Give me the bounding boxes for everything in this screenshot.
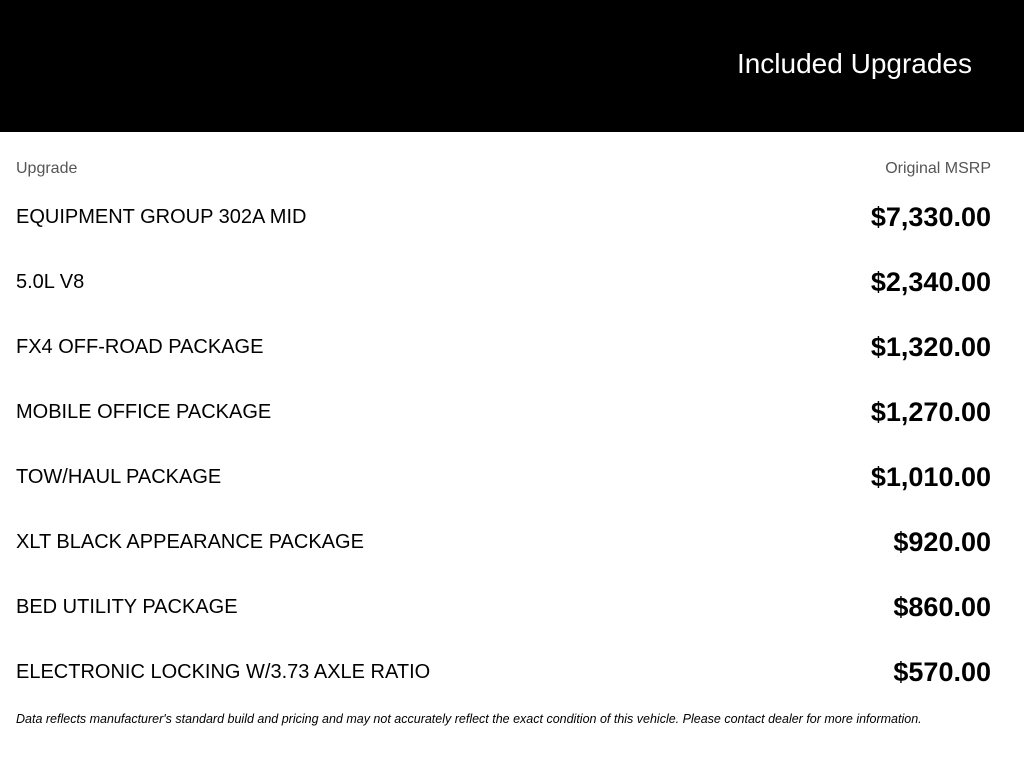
upgrade-row: BED UTILITY PACKAGE $860.00 <box>16 587 991 627</box>
upgrade-price: $1,010.00 <box>870 461 991 492</box>
upgrade-row: MOBILE OFFICE PACKAGE $1,270.00 <box>16 392 991 432</box>
column-headers: Upgrade Original MSRP <box>16 160 991 178</box>
upgrade-name: BED UTILITY PACKAGE <box>16 595 238 618</box>
column-header-upgrade: Upgrade <box>16 160 78 177</box>
upgrade-row: EQUIPMENT GROUP 302A MID $7,330.00 <box>16 197 991 237</box>
upgrade-name: FX4 OFF-ROAD PACKAGE <box>16 335 264 358</box>
upgrade-name: ELECTRONIC LOCKING W/3.73 AXLE RATIO <box>16 660 431 683</box>
upgrade-price: $1,320.00 <box>870 331 991 362</box>
upgrade-price: $2,340.00 <box>870 266 991 297</box>
upgrade-price: $7,330.00 <box>870 201 991 232</box>
upgrade-name: XLT BLACK APPEARANCE PACKAGE <box>16 530 364 553</box>
upgrade-name: 5.0L V8 <box>16 270 85 293</box>
upgrade-name: EQUIPMENT GROUP 302A MID <box>16 205 307 228</box>
upgrade-row: ELECTRONIC LOCKING W/3.73 AXLE RATIO $570… <box>16 652 991 692</box>
upgrade-price: $570.00 <box>893 656 991 687</box>
upgrade-price: $920.00 <box>893 526 991 557</box>
disclaimer: Data reflects manufacturer's standard bu… <box>16 712 922 726</box>
upgrade-name: TOW/HAUL PACKAGE <box>16 465 222 488</box>
column-header-msrp: Original MSRP <box>885 160 991 177</box>
upgrade-name: MOBILE OFFICE PACKAGE <box>16 400 272 423</box>
page-title: Included Upgrades <box>736 48 972 79</box>
header-banner: Included Upgrades <box>0 0 1024 132</box>
upgrade-price: $860.00 <box>893 591 991 622</box>
upgrade-row: TOW/HAUL PACKAGE $1,010.00 <box>16 457 991 497</box>
upgrade-row: XLT BLACK APPEARANCE PACKAGE $920.00 <box>16 522 991 562</box>
upgrade-price: $1,270.00 <box>870 396 991 427</box>
upgrade-row: 5.0L V8 $2,340.00 <box>16 262 991 302</box>
upgrade-row: FX4 OFF-ROAD PACKAGE $1,320.00 <box>16 327 991 367</box>
